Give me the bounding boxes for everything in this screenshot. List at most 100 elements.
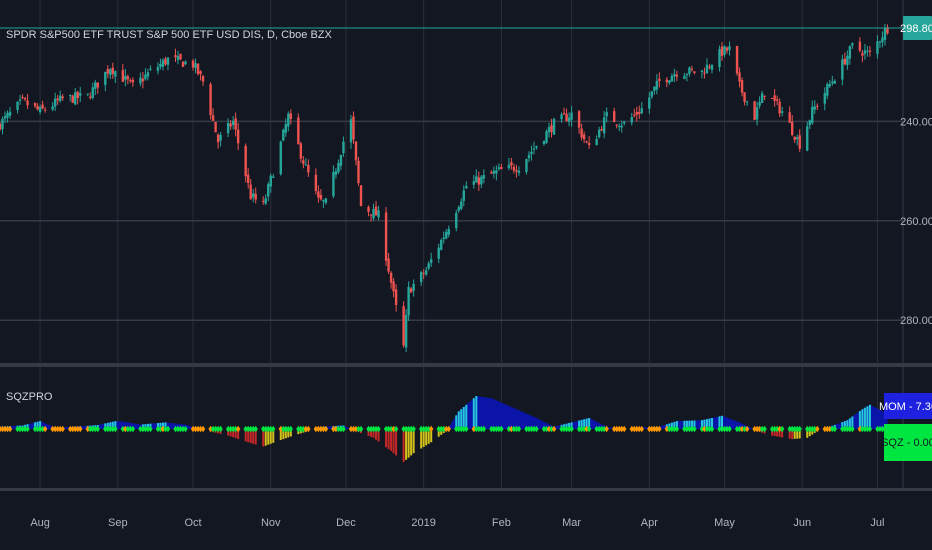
candle-body bbox=[775, 99, 779, 101]
candle-body bbox=[788, 112, 791, 123]
candle-body bbox=[440, 239, 443, 250]
candle-body bbox=[760, 93, 764, 103]
candle-body bbox=[43, 109, 47, 111]
squeeze-dot bbox=[734, 425, 740, 433]
momentum-bar bbox=[868, 404, 871, 429]
squeeze-dot bbox=[193, 425, 198, 433]
candle-body bbox=[475, 176, 478, 183]
squeeze-dot bbox=[368, 425, 374, 433]
candle-body bbox=[234, 118, 237, 130]
squeeze-dot bbox=[667, 425, 672, 433]
squeeze-dot bbox=[744, 425, 750, 433]
squeeze-dot bbox=[200, 425, 206, 433]
candle-body bbox=[106, 69, 109, 74]
squeeze-dot bbox=[401, 425, 406, 433]
squeeze-dot bbox=[70, 425, 75, 433]
squeeze-dot bbox=[233, 425, 238, 433]
candle-body bbox=[507, 164, 511, 169]
candle-body bbox=[673, 74, 676, 77]
squeeze-dot bbox=[180, 425, 186, 433]
squeeze-dot bbox=[52, 425, 58, 433]
squeeze-dot bbox=[158, 425, 163, 433]
candle-body bbox=[560, 114, 563, 120]
squeeze-dot bbox=[198, 425, 203, 433]
candle-body bbox=[176, 56, 180, 61]
candle-body bbox=[244, 145, 247, 177]
squeeze-dot bbox=[494, 425, 499, 433]
squeeze-dot bbox=[32, 425, 38, 433]
candle-body bbox=[455, 212, 458, 229]
candle-body bbox=[693, 71, 696, 73]
candle-body bbox=[181, 61, 185, 67]
time-axis-label: Mar bbox=[562, 517, 581, 529]
squeeze-dot bbox=[318, 425, 324, 433]
candle-body bbox=[317, 191, 320, 198]
candle-body bbox=[480, 176, 483, 185]
candle-body bbox=[324, 198, 328, 203]
candle-body bbox=[424, 270, 428, 275]
squeeze-dot bbox=[476, 425, 482, 433]
squeeze-dot bbox=[479, 425, 484, 433]
momentum-bar bbox=[585, 418, 588, 429]
squeeze-dot bbox=[857, 425, 863, 433]
momentum-bar bbox=[392, 429, 395, 454]
candle-body bbox=[16, 101, 19, 110]
squeeze-dot bbox=[699, 425, 705, 433]
squeeze-dot bbox=[266, 425, 271, 433]
candle-body bbox=[229, 123, 232, 127]
candle-body bbox=[780, 111, 784, 113]
candle-body bbox=[442, 237, 445, 240]
squeeze-dot bbox=[25, 425, 30, 433]
momentum-bar bbox=[267, 429, 270, 445]
momentum-bar bbox=[843, 421, 846, 429]
squeeze-dot bbox=[805, 425, 810, 433]
time-axis-labels[interactable]: Aug Sep Oct Nov Dec 2019 Feb Mar Apr May Jun Jul bbox=[30, 517, 884, 529]
momentum-bar bbox=[690, 420, 693, 429]
candle-body bbox=[272, 176, 275, 178]
candle-body bbox=[492, 170, 496, 174]
squeeze-dot bbox=[17, 425, 23, 433]
momentum-bar bbox=[861, 409, 864, 429]
time-axis-label: Dec bbox=[336, 517, 356, 529]
candle-body bbox=[254, 193, 257, 200]
candle-body bbox=[457, 207, 460, 211]
momentum-bar bbox=[776, 429, 779, 437]
momentum-bar bbox=[700, 420, 703, 429]
squeeze-dot bbox=[632, 425, 637, 433]
candle-body bbox=[264, 198, 267, 204]
squeeze-dot bbox=[143, 425, 148, 433]
candle-body bbox=[665, 79, 669, 83]
squeeze-dot bbox=[596, 425, 602, 433]
squeeze-dot bbox=[5, 425, 10, 433]
squeeze-dot bbox=[78, 425, 83, 433]
candle-body bbox=[1, 118, 4, 130]
pane-separator[interactable] bbox=[0, 363, 932, 367]
candle-body bbox=[876, 41, 879, 54]
momentum-bar bbox=[249, 429, 252, 444]
momentum-bar bbox=[455, 415, 458, 429]
candle-body bbox=[392, 281, 395, 292]
momentum-bar bbox=[688, 420, 691, 429]
momentum-bar bbox=[781, 429, 784, 438]
squeeze-dot bbox=[333, 425, 339, 433]
candle-body bbox=[156, 66, 160, 71]
candle-body bbox=[209, 84, 212, 116]
candle-body bbox=[517, 170, 521, 173]
squeeze-dot bbox=[491, 425, 497, 433]
candle-body bbox=[38, 106, 42, 113]
candle-body bbox=[3, 116, 7, 119]
squeeze-dot bbox=[439, 425, 444, 433]
momentum-bar bbox=[229, 429, 232, 437]
mom-badge: MOM - 7.36 bbox=[879, 393, 932, 419]
squeeze-dot bbox=[441, 425, 446, 433]
candle-body bbox=[866, 50, 869, 52]
squeeze-dot bbox=[719, 425, 725, 433]
candle-body bbox=[332, 171, 335, 197]
candle-body bbox=[164, 58, 167, 65]
candle-body bbox=[615, 124, 618, 126]
squeeze-dot bbox=[604, 425, 609, 433]
momentum-bar bbox=[683, 420, 686, 429]
squeeze-dot bbox=[584, 425, 589, 433]
